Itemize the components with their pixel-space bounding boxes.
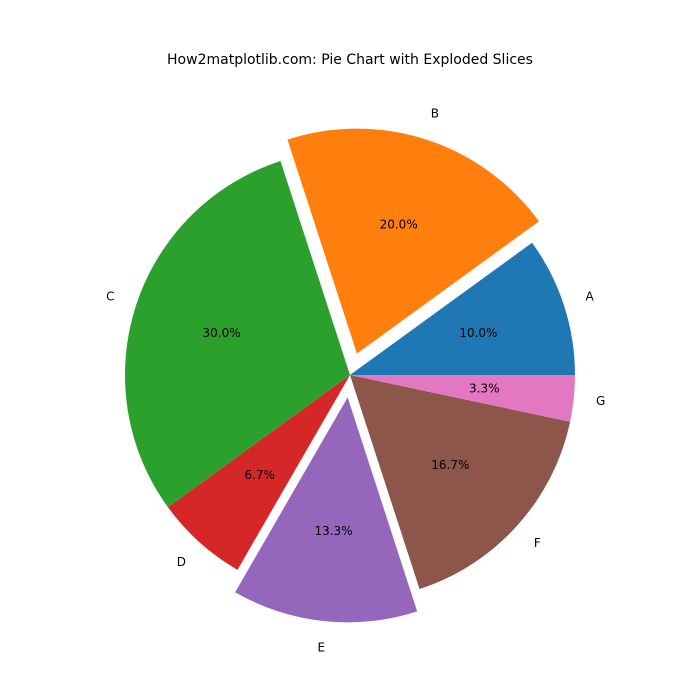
pct-label-e: 13.3% [314,524,352,538]
slice-label-g: G [596,394,605,408]
pct-label-f: 16.7% [431,458,469,472]
slice-label-d: D [177,555,186,569]
slice-label-b: B [431,106,439,120]
slice-label-a: A [586,290,595,304]
pct-label-d: 6.7% [244,468,275,482]
pct-label-c: 30.0% [203,326,241,340]
chart-container: How2matplotlib.com: Pie Chart with Explo… [0,0,700,700]
pct-label-g: 3.3% [469,382,500,396]
slice-label-e: E [318,640,326,654]
slice-label-f: F [534,536,541,550]
pct-label-b: 20.0% [380,218,418,232]
pct-label-a: 10.0% [459,326,497,340]
pie-chart: 10.0% A 20.0% B 30.0% C 6.7% D 13.3% E 16.7% F 3.3% G [0,0,700,700]
slice-label-c: C [106,290,114,304]
